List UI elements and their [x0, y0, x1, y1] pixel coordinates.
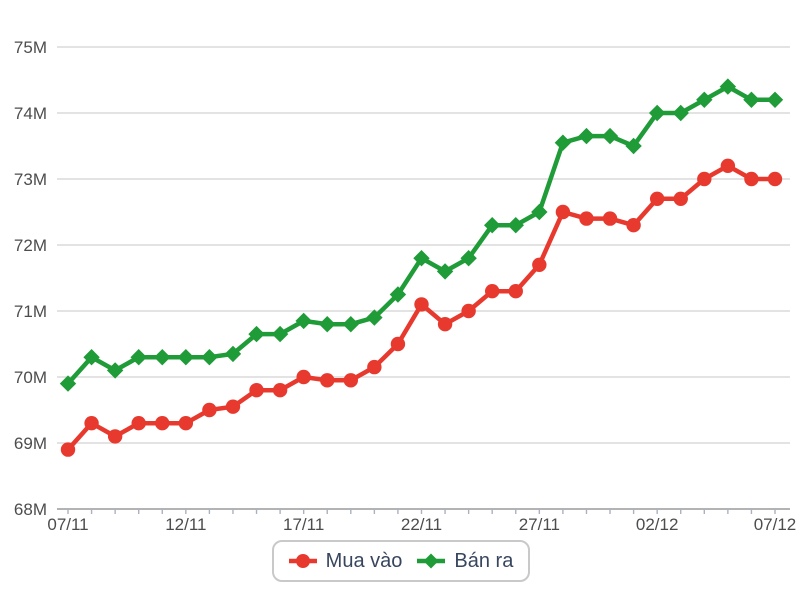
y-axis-label: 75M — [14, 38, 47, 57]
x-axis-label: 02/12 — [636, 515, 679, 534]
y-axis-label: 69M — [14, 434, 47, 453]
point-ban-ra-23[interactable] — [601, 127, 619, 145]
point-ban-ra-13[interactable] — [366, 309, 383, 326]
x-axis-label: 07/12 — [754, 515, 797, 534]
point-mua-vao-20[interactable] — [532, 257, 547, 272]
y-axis-label: 72M — [14, 236, 47, 255]
point-mua-vao-26[interactable] — [673, 191, 688, 206]
x-axis-label: 27/11 — [519, 515, 560, 534]
point-mua-vao-2[interactable] — [107, 429, 123, 444]
point-mua-vao-11[interactable] — [320, 373, 335, 388]
point-ban-ra-9[interactable] — [271, 325, 289, 343]
x-axis-label: 07/11 — [47, 515, 88, 534]
point-mua-vao-12[interactable] — [343, 373, 358, 388]
point-ban-ra-16[interactable] — [436, 263, 454, 280]
point-mua-vao-15[interactable] — [414, 297, 429, 312]
point-ban-ra-21[interactable] — [554, 134, 572, 151]
point-ban-ra-14[interactable] — [389, 286, 407, 303]
point-ban-ra-27[interactable] — [696, 91, 713, 108]
point-mua-vao-6[interactable] — [202, 402, 217, 418]
point-ban-ra-5[interactable] — [177, 349, 195, 366]
point-ban-ra-17[interactable] — [460, 250, 477, 267]
legend-item-mua-vao[interactable]: Mua vào — [288, 550, 403, 572]
point-mua-vao-4[interactable] — [155, 416, 170, 431]
point-ban-ra-8[interactable] — [248, 325, 265, 343]
point-ban-ra-18[interactable] — [484, 217, 501, 234]
point-mua-vao-19[interactable] — [508, 284, 523, 299]
point-ban-ra-0[interactable] — [59, 375, 77, 392]
point-ban-ra-4[interactable] — [154, 349, 171, 366]
point-mua-vao-18[interactable] — [485, 284, 500, 299]
point-mua-vao-14[interactable] — [390, 336, 406, 352]
point-mua-vao-13[interactable] — [367, 359, 382, 375]
point-mua-vao-24[interactable] — [626, 218, 641, 233]
y-axis-label: 74M — [14, 104, 47, 123]
point-ban-ra-2[interactable] — [106, 362, 124, 379]
legend-box: Mua vào Bán ra — [271, 540, 531, 582]
legend-label-mua-vao: Mua vào — [325, 550, 403, 572]
point-mua-vao-29[interactable] — [744, 171, 759, 187]
legend-item-ban-ra[interactable]: Bán ra — [417, 550, 513, 572]
x-axis-label: 12/11 — [165, 515, 206, 534]
point-ban-ra-12[interactable] — [342, 316, 359, 333]
series-line-ban-ra — [65, 84, 778, 386]
point-ban-ra-22[interactable] — [578, 127, 595, 145]
point-mua-vao-9[interactable] — [272, 383, 288, 398]
point-ban-ra-10[interactable] — [295, 312, 312, 330]
point-mua-vao-28[interactable] — [720, 158, 736, 173]
point-mua-vao-23[interactable] — [602, 211, 618, 226]
point-mua-vao-3[interactable] — [131, 416, 146, 431]
chart-legend: Mua vào Bán ra — [0, 540, 802, 582]
x-axis-label: 17/11 — [283, 515, 324, 534]
point-ban-ra-30[interactable] — [766, 91, 784, 108]
point-ban-ra-11[interactable] — [319, 316, 336, 333]
point-ban-ra-7[interactable] — [224, 345, 242, 363]
legend-circle-icon — [288, 554, 317, 568]
y-axis-label: 73M — [14, 170, 47, 189]
point-ban-ra-28[interactable] — [719, 78, 737, 95]
point-mua-vao-1[interactable] — [84, 416, 99, 431]
chart-plot-area: 68M 69M 70M 71M 72M 73M 74M 75M 07/11 12/11 17/11 2… — [14, 38, 797, 534]
point-mua-vao-30[interactable] — [767, 171, 783, 187]
point-mua-vao-0[interactable] — [60, 442, 76, 457]
point-mua-vao-8[interactable] — [249, 383, 264, 398]
point-ban-ra-3[interactable] — [130, 349, 147, 366]
x-axis-label: 22/11 — [401, 515, 442, 534]
point-ban-ra-25[interactable] — [648, 104, 666, 122]
point-ban-ra-26[interactable] — [672, 104, 689, 122]
point-mua-vao-22[interactable] — [579, 211, 594, 226]
point-mua-vao-27[interactable] — [697, 171, 712, 187]
legend-diamond-icon — [417, 553, 446, 569]
point-ban-ra-29[interactable] — [743, 91, 760, 108]
point-ban-ra-6[interactable] — [201, 349, 218, 366]
y-axis-label: 70M — [14, 368, 47, 387]
point-mua-vao-25[interactable] — [649, 191, 665, 206]
point-mua-vao-10[interactable] — [296, 369, 311, 385]
point-mua-vao-16[interactable] — [437, 317, 453, 332]
point-ban-ra-24[interactable] — [625, 137, 642, 155]
point-ban-ra-1[interactable] — [83, 349, 100, 366]
y-axis-label: 71M — [14, 302, 47, 321]
point-mua-vao-17[interactable] — [461, 303, 476, 319]
y-axis-label: 68M — [14, 500, 47, 519]
point-mua-vao-5[interactable] — [178, 416, 194, 431]
point-ban-ra-19[interactable] — [507, 217, 524, 234]
point-mua-vao-7[interactable] — [225, 399, 241, 414]
legend-label-ban-ra: Bán ra — [454, 550, 514, 572]
point-mua-vao-21[interactable] — [555, 204, 571, 220]
point-ban-ra-20[interactable] — [531, 203, 548, 221]
point-ban-ra-15[interactable] — [413, 250, 430, 267]
